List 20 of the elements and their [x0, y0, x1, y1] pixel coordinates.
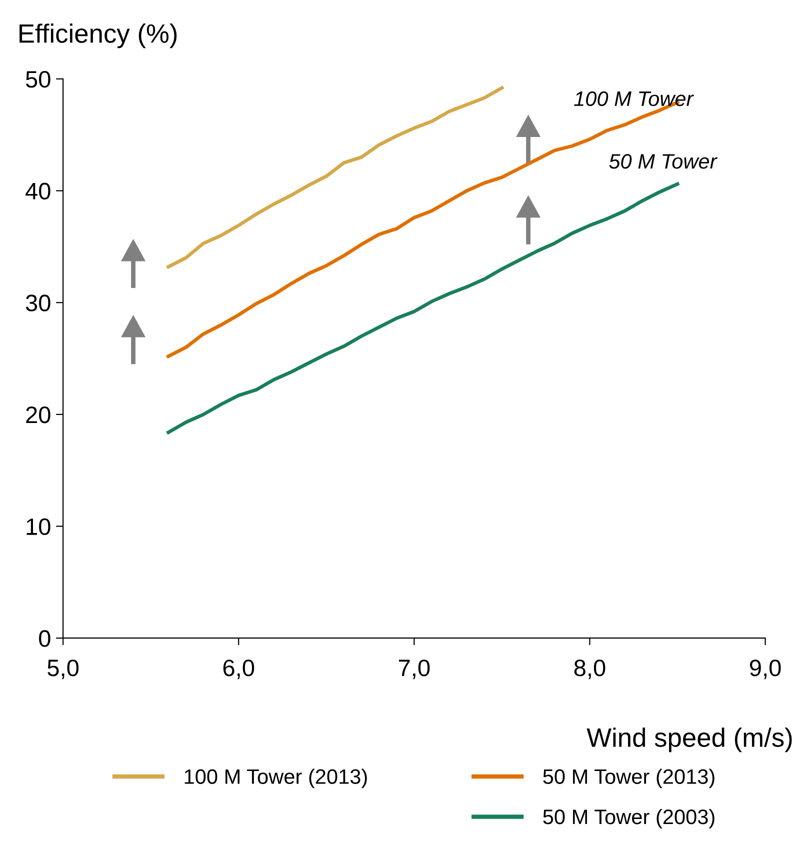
- annotation: 100 M Tower: [574, 91, 694, 106]
- line-series: [166, 86, 504, 269]
- annotation: 50 M Tower: [609, 154, 718, 169]
- x-tick-label: 5,0: [48, 660, 79, 680]
- legend-label: 50 M Tower (2003): [543, 808, 714, 828]
- y-tick-label: 40: [26, 182, 50, 200]
- legend-label: 50 M Tower (2013): [543, 768, 714, 788]
- line-series: [166, 182, 680, 434]
- legend-label: 100 M Tower (2013): [184, 768, 367, 788]
- x-tick-label: 8,0: [574, 660, 606, 680]
- x-tick-label: 9,0: [750, 660, 781, 680]
- x-tick-label: 6,0: [223, 660, 254, 680]
- y-tick-label: 30: [26, 294, 50, 312]
- y-tick-label: 20: [26, 406, 50, 424]
- y-tick-label: 50: [26, 70, 50, 88]
- y-axis-title: Efficiency (%): [20, 24, 177, 48]
- x-tick-label: 7,0: [398, 660, 430, 680]
- x-axis-title: Wind speed (m/s): [586, 728, 792, 752]
- y-tick-label: 0: [39, 630, 50, 647]
- y-tick-label: 10: [26, 518, 50, 536]
